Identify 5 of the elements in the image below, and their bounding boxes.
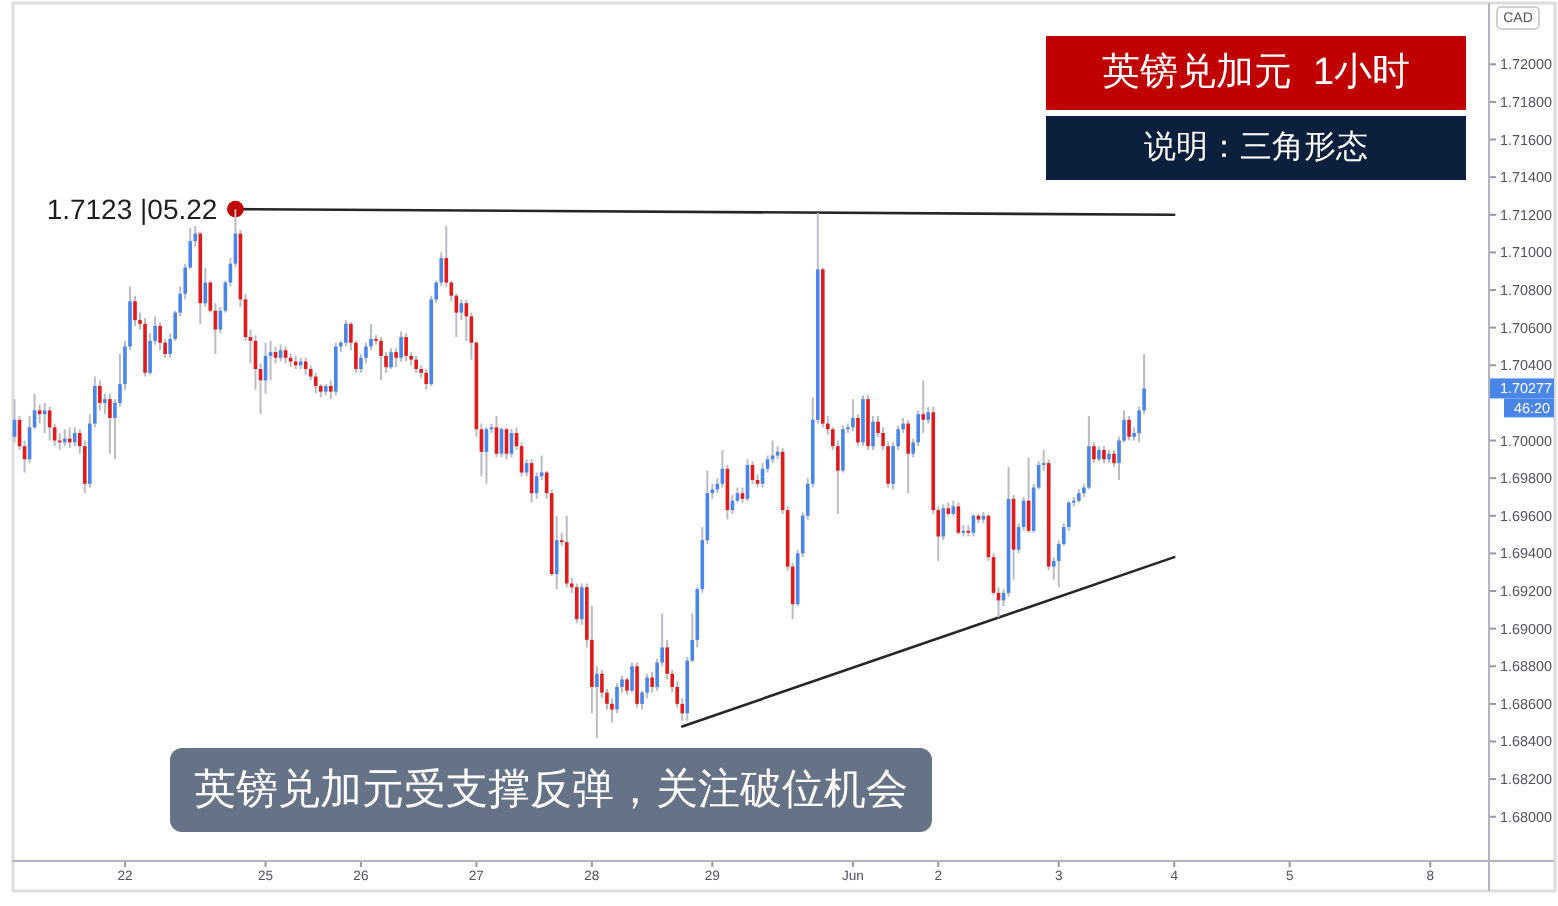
subtitle: 说明：三角形态 — [1046, 116, 1466, 180]
annotation: 英镑兑加元受支撑反弹，关注破位机会 — [194, 767, 908, 813]
note: 英镑兑加元受支撑反弹，关注破位机会 — [170, 748, 932, 832]
title: 英镑兑加元 1小时 — [1046, 36, 1466, 110]
peak-note: 1.7123 |05.22 — [46, 193, 244, 226]
